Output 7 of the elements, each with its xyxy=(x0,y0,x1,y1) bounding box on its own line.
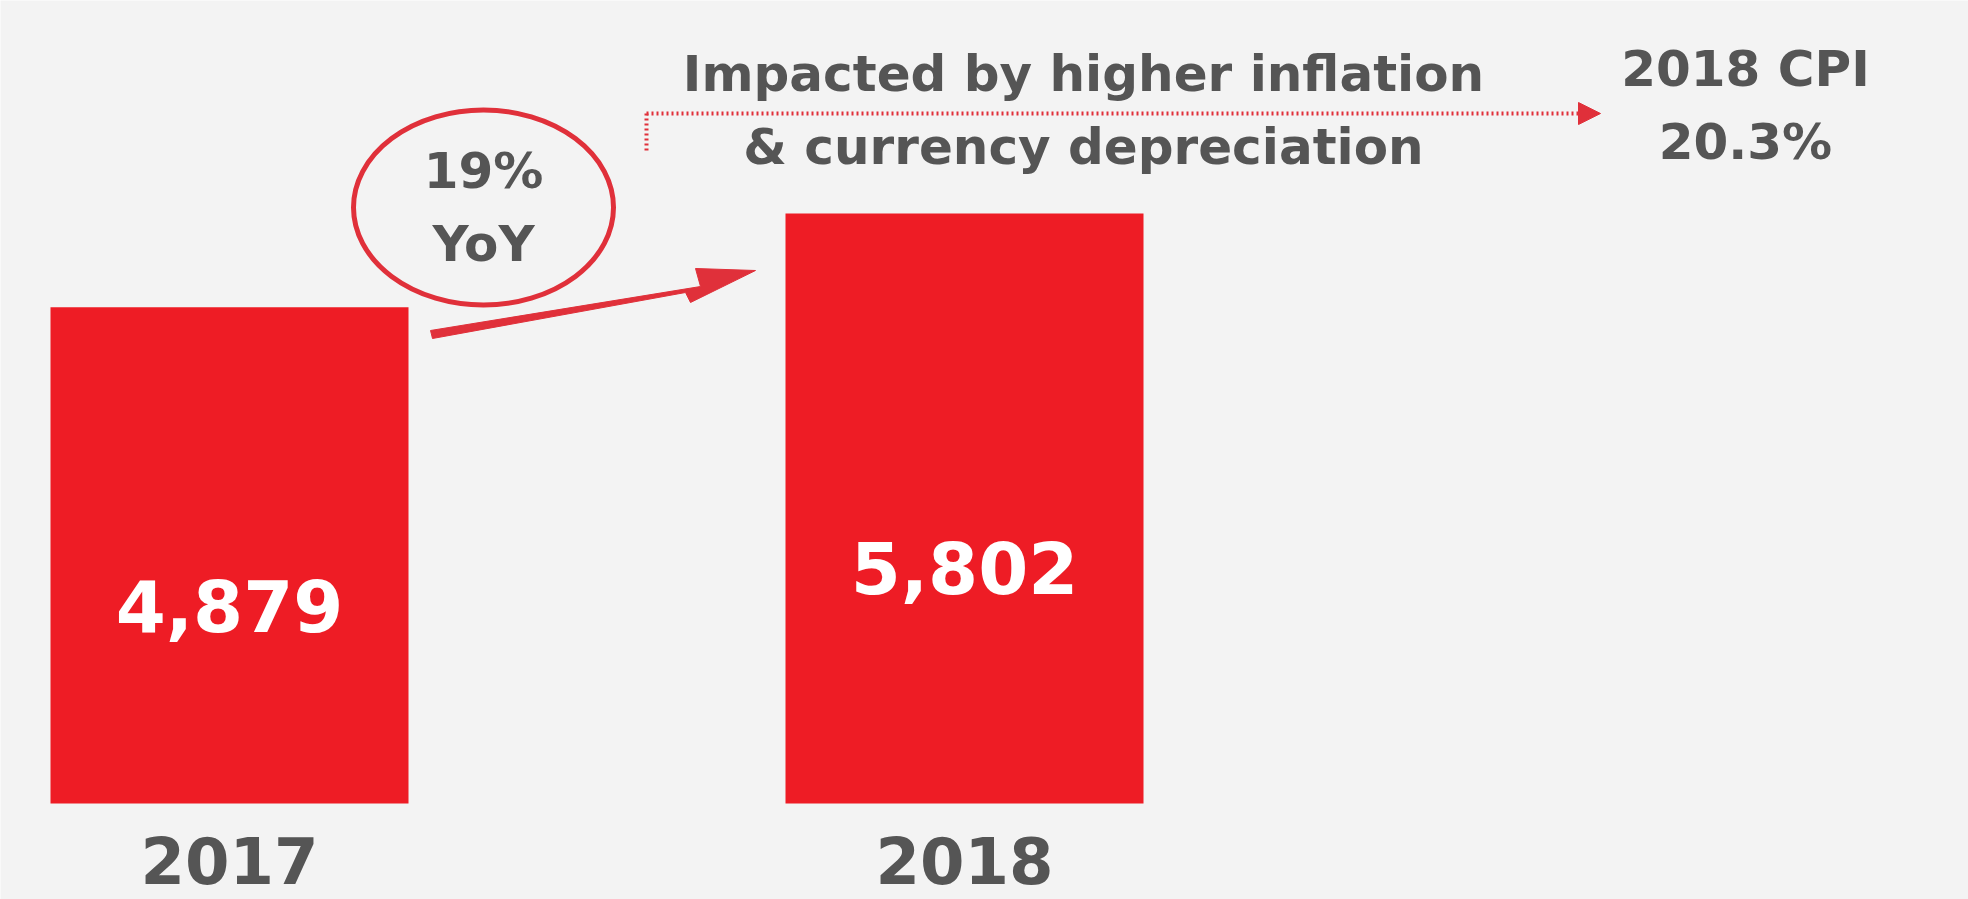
data-label: 5,802 xyxy=(850,527,1079,611)
x-tick-label: 2018 xyxy=(875,825,1054,899)
data-label: 4,879 xyxy=(115,564,344,649)
text: 2018 CPI 20.3% xyxy=(1621,40,1870,171)
text: Impacted by higher inflation & currency depreciation xyxy=(682,45,1485,176)
x-tick-label: 2017 xyxy=(140,825,319,899)
annotation: 19% YoY xyxy=(423,142,544,273)
